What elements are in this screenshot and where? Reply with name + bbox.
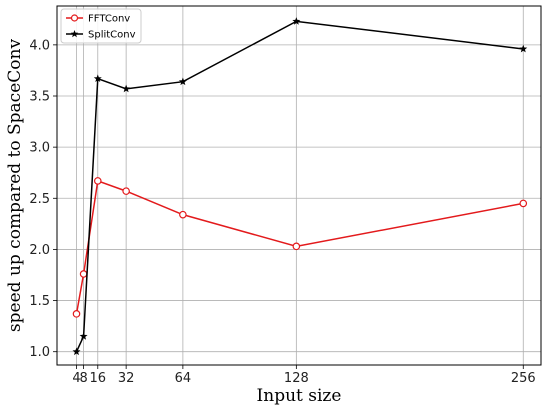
y-tick-label: 1.5 [29,294,50,309]
x-tick-label: 4 [72,371,80,386]
splitconv-point [122,84,131,93]
y-tick-label: 1.0 [29,345,50,360]
fftconv-point [93,177,102,185]
splitconv-point [292,17,301,25]
x-tick-label: 128 [284,371,309,386]
grid-lines [57,6,541,365]
splitconv-point [72,347,81,356]
series-layer [72,17,528,356]
fftconv-point [292,242,301,251]
legend-fftconv-label: FFTConv [88,14,130,25]
x-tick-label: 8 [79,371,87,386]
y-tick-label: 2.0 [29,243,50,258]
splitconv-line [75,20,524,353]
x-axis-label: Input size [257,386,342,406]
fftconv-point [122,187,130,195]
splitconv-point [519,44,528,53]
fftconv-point [179,210,187,219]
splitconv-point [79,332,88,340]
legend-splitconv-marker [70,30,79,38]
y-tick-label: 3.5 [29,90,50,105]
y-tick-label: 2.5 [29,192,50,207]
fftconv-point [519,199,528,208]
y-tick-label: 4.0 [29,38,50,53]
x-tick-label: 16 [90,371,107,386]
legend-splitconv-label: SplitConv [88,30,136,41]
splitconv-point [178,77,187,86]
legend-fftconv-marker [70,14,79,22]
plot-frame [56,5,542,366]
splitconv-point [93,74,102,83]
legend: FFTConv SplitConv [60,8,142,44]
axis-ticks: 48 16 32 64 128 256 1.0 1.5 2.0 2.5 3.0 3.5 4.0 [29,38,535,386]
y-tick-label: 3.0 [29,141,50,156]
x-tick-label: 32 [118,371,135,386]
fftconv-point [72,310,81,318]
y-axis-label: speed up compared to SpaceConv [5,39,25,333]
x-tick-label: 256 [511,371,536,386]
fftconv-point [79,270,88,278]
x-tick-label: 64 [175,371,192,386]
